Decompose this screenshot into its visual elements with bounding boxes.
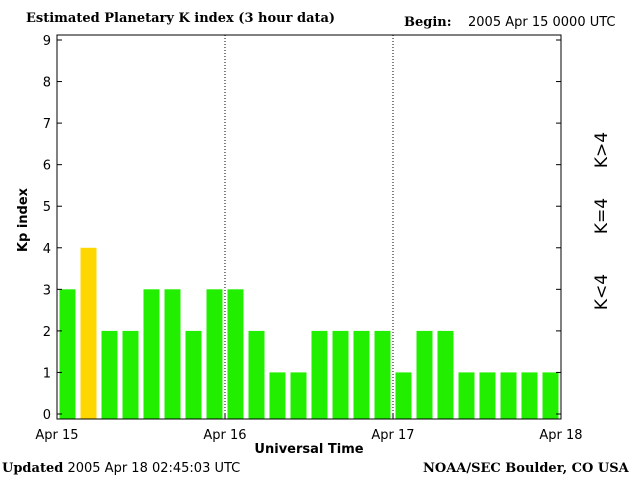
bar-18 [437,330,454,419]
bar-4 [143,289,160,419]
y-tick-label-9: 9 [43,34,51,49]
bar-3 [122,330,139,419]
bar-13 [332,330,349,419]
bar-17 [416,330,433,419]
bar-15 [374,330,391,419]
y-tick-label-6: 6 [43,159,51,174]
y-tick-label-5: 5 [43,200,51,215]
bar-0 [59,289,76,419]
legend-k-below-4: K<4 [592,274,612,310]
bar-20 [479,372,496,419]
plot-frame [56,34,562,420]
bar-2 [101,330,118,419]
bar-19 [458,372,475,419]
x-axis-label: Universal Time [254,442,363,457]
y-tick-label-4: 4 [43,242,51,257]
x-tick-label-3: Apr 18 [539,428,582,443]
y-tick-label-0: 0 [43,408,51,423]
bar-6 [185,330,202,419]
updated-value: 2005 Apr 18 02:45:03 UTC [67,461,241,476]
footer-source: NOAA/SEC Boulder, CO USA [423,461,629,476]
bar-5 [164,289,181,419]
x-tick-label-2: Apr 17 [371,428,414,443]
bar-23 [542,372,559,419]
begin-value: 2005 Apr 15 0000 UTC [468,15,616,30]
legend-k-above-4: K>4 [592,132,612,168]
legend: K>4 K=4 K<4 [592,132,612,310]
chart-title: Estimated Planetary K index (3 hour data… [26,11,336,26]
bar-10 [269,372,286,419]
bar-1 [80,247,97,419]
bar-9 [248,330,265,419]
x-tick-label-1: Apr 16 [203,428,246,443]
bar-21 [500,372,517,419]
y-tick-label-1: 1 [43,366,51,381]
bar-12 [311,330,328,419]
y-tick-label-7: 7 [43,117,51,132]
bars-group [59,247,559,419]
bar-8 [227,289,244,419]
y-tick-label-3: 3 [43,283,51,298]
bar-22 [521,372,538,419]
y-tick-label-2: 2 [43,325,51,340]
bar-16 [395,372,412,419]
footer-updated: Updated 2005 Apr 18 02:45:03 UTC [2,462,240,475]
y-axis-label: Kp index [16,187,31,252]
legend-k-equal-4: K=4 [592,198,612,234]
updated-label: Updated [2,461,64,476]
x-axis-ticks: Apr 15 Apr 16 Apr 17 Apr 18 [35,414,583,443]
y-axis-ticks: 0 1 2 3 4 5 6 7 8 9 [43,34,561,423]
day-divider-lines [224,35,394,419]
bar-11 [290,372,307,419]
begin-label: Begin: [404,15,452,30]
bar-14 [353,330,370,419]
x-tick-label-0: Apr 15 [35,428,78,443]
y-tick-label-8: 8 [43,76,51,91]
bar-7 [206,289,223,419]
